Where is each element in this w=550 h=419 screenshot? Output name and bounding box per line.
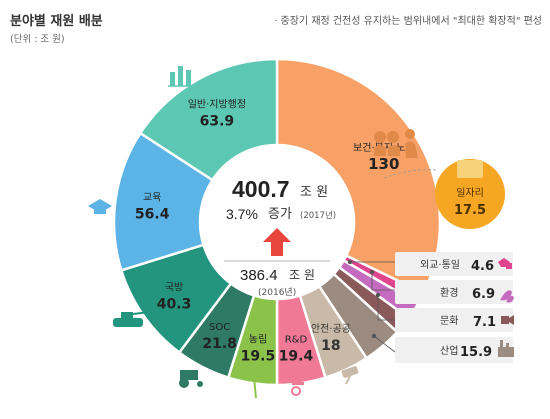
camera-icon [501, 315, 514, 325]
chart-title: 분야별 재원 배분 [10, 14, 103, 29]
slice-value-R-D: 19.4 [279, 349, 314, 365]
briefcase-icon [457, 160, 483, 178]
jobs-circle [435, 159, 505, 229]
leader-line-environment [371, 272, 395, 291]
growth-label: 증가 [268, 207, 292, 222]
leader-dot-culture [375, 292, 381, 298]
header-note: · 중장기 재정 건전성 유지하는 범위내에서 "최대한 확장적" 편성 [274, 16, 542, 27]
unit-label: (단위 : 조 원) [10, 34, 65, 45]
wheat-icon [251, 362, 257, 399]
total-2017-value: 400.7 [232, 176, 290, 202]
microscope-icon [291, 365, 304, 396]
leader-lines [347, 259, 396, 353]
slice-value-일반-지방행정: 63.9 [200, 113, 235, 129]
slice-label-국방: 국방 [165, 282, 183, 294]
year-2016: (2016년) [258, 287, 296, 298]
building-icon [168, 66, 193, 87]
label-diplomacy: 외교·통일 [420, 259, 460, 271]
slice-value-국방: 40.3 [157, 297, 192, 313]
label-box-environment [395, 280, 513, 304]
label-box-culture [395, 308, 513, 332]
label-box-industry [395, 337, 513, 363]
slice-label-농림: 농림 [249, 334, 267, 346]
leader-dot-diplomacy [347, 259, 353, 265]
leaf-icon [500, 290, 514, 303]
label-industry: 산업 [440, 344, 458, 357]
slice-label-일반-지방행정: 일반·지방행정 [188, 98, 246, 110]
total-2016-value: 386.4 [240, 267, 278, 284]
label-box-diplomacy [395, 252, 513, 276]
total-2017-unit: 조 원 [300, 185, 328, 200]
value-environment: 6.9 [472, 287, 495, 302]
handshake-icon [498, 258, 512, 269]
growth-arrow-icon [263, 228, 291, 256]
total-2016-unit: 조 원 [289, 268, 315, 282]
value-culture: 7.1 [473, 315, 496, 330]
slice-value-교육: 56.4 [135, 207, 170, 223]
leader-line-culture [377, 295, 395, 321]
label-culture: 문화 [440, 315, 458, 327]
tractor-icon [179, 370, 203, 388]
growth-year: (2017년) [300, 210, 336, 221]
family-icon [374, 129, 418, 158]
label-environment: 환경 [440, 286, 458, 299]
graduation-cap-icon [88, 199, 112, 214]
value-industry: 15.9 [460, 345, 492, 360]
factory-icon [498, 340, 514, 357]
slice-label-교육: 교육 [143, 192, 161, 204]
jobs-leader [383, 169, 439, 179]
slice-label-R-D: R&D [285, 335, 308, 346]
slice-label-SOC: SOC [209, 322, 230, 333]
slice-value-안전-공공: 18 [321, 338, 340, 354]
slice-value-SOC: 21.8 [202, 336, 237, 352]
cctv-icon [341, 366, 359, 385]
center-circle [200, 145, 354, 299]
jobs-value: 17.5 [454, 203, 486, 218]
growth-value: 3.7% [226, 206, 258, 222]
leader-line-industry [373, 335, 396, 353]
slice-value-보건-복지-노동: 130 [368, 155, 399, 173]
leader-dot-environment [369, 269, 375, 275]
slice-value-농림: 19.5 [241, 349, 276, 365]
leader-dot-industry [371, 333, 377, 339]
value-diplomacy: 4.6 [471, 259, 494, 274]
tank-icon [113, 311, 151, 327]
jobs-label: 일자리 [456, 187, 484, 199]
slice-label-안전-공공: 안전·공공 [311, 323, 351, 335]
